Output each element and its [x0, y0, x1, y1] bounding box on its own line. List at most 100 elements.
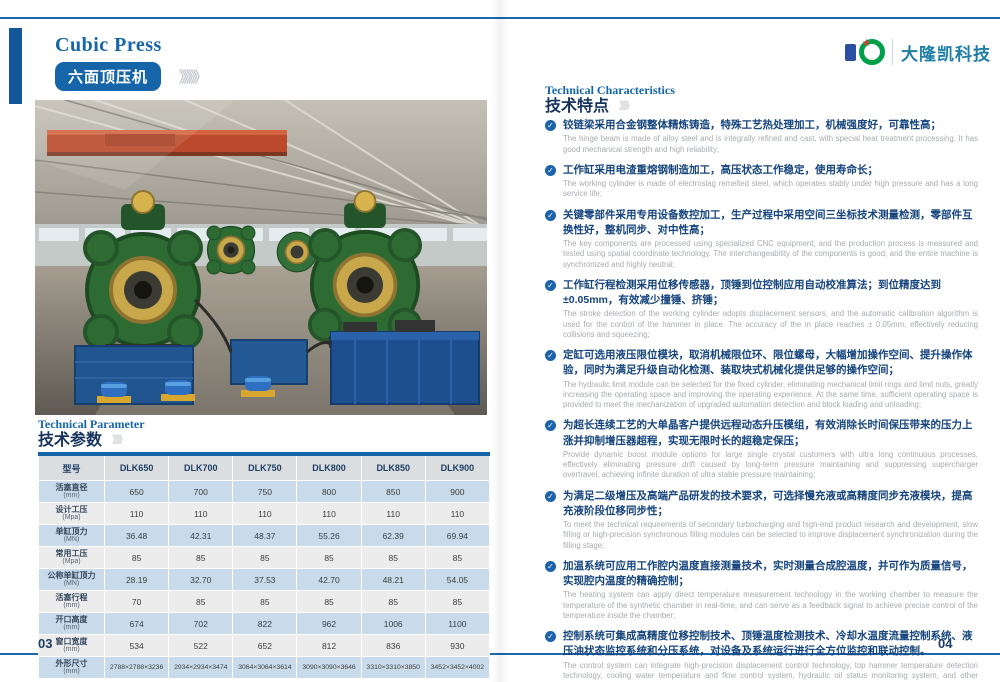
- cell-value: 85: [103, 546, 170, 569]
- logo-blue-square-icon: [845, 43, 856, 61]
- cell-value: 85: [296, 546, 362, 569]
- page-title: Cubic Press: [55, 34, 162, 56]
- cell-value: 85: [360, 546, 426, 569]
- cell-value: 110: [168, 502, 234, 525]
- col-header-dlk700: DLK700: [168, 453, 234, 481]
- check-circle-icon: ✓: [545, 120, 556, 131]
- feature-item: ✓ 铰链梁采用合金钢整体精炼铸造，特殊工艺热处理加工，机械强度好，可靠性高； The…: [545, 118, 978, 155]
- row-label: 外形尺寸 (mm): [38, 656, 105, 679]
- row-unit: (MN): [63, 536, 80, 544]
- section-title-zh: 技术特点: [545, 97, 610, 115]
- cell-value: 85: [360, 590, 426, 613]
- technical-characteristics-section-heading: Technical Characteristics 技术特点 》》》: [545, 83, 675, 116]
- feature-text-zh: 工作缸采用电渣重熔钢制造加工，高压状态工作稳定，使用寿命长；: [563, 163, 878, 176]
- feature-text-en: To meet the technical requirements of se…: [563, 520, 978, 550]
- row-label: 活塞行程 (mm): [38, 590, 105, 613]
- feature-text-zh: 为满足二级增压及高端产品研发的技术要求，可选择慢充液或高精度同步充液模块，提高充…: [563, 489, 973, 517]
- table-row: 活塞直径 (mm) 650 700 750 800 850 900: [38, 480, 491, 503]
- cell-value: 42.31: [168, 524, 234, 547]
- feature-text-en: The heating system can apply direct temp…: [563, 590, 978, 620]
- top-rule: [0, 17, 1000, 19]
- cell-value: 110: [360, 502, 426, 525]
- cell-value: 48.21: [360, 568, 426, 591]
- cell-value: 110: [296, 502, 362, 525]
- table-row: 活塞行程 (mm) 70 85 85 85 85 85: [38, 590, 491, 613]
- cell-value: 3090×3090×3646: [296, 656, 362, 679]
- logo-divider: [892, 39, 893, 65]
- cell-value: 3310×3310×3850: [360, 656, 426, 679]
- cell-value: 55.26: [296, 524, 362, 547]
- page-gutter: [492, 0, 508, 682]
- cell-value: 1100: [424, 612, 491, 635]
- feature-text-en: The hinge beam is made of alloy steel an…: [563, 134, 978, 154]
- cell-value: 85: [168, 590, 234, 613]
- feature-text-zh: 为超长连续工艺的大单晶客户提供远程动态升压模组，有效消除长时间保压带来的压力上涨…: [563, 419, 973, 447]
- check-circle-icon: ✓: [545, 164, 556, 176]
- row-unit: (mm): [63, 668, 80, 676]
- cell-value: 42.70: [296, 568, 362, 591]
- cell-value: 85: [296, 590, 362, 613]
- table-row: 常用工压 (Mpa) 85 85 85 85 85 85: [38, 546, 491, 569]
- row-label: 常用工压 (Mpa): [38, 546, 105, 569]
- cell-value: 85: [424, 546, 491, 569]
- cell-value: 650: [103, 480, 170, 503]
- col-header-dlk800: DLK800: [296, 453, 362, 481]
- row-label: 单缸顶力 (MN): [38, 524, 105, 547]
- feature-text-en: The control system can integrate high-pr…: [563, 660, 978, 682]
- cell-value: 69.94: [424, 524, 491, 547]
- cell-value: 3064×3064×3614: [232, 656, 298, 679]
- section-title-en: Technical Parameter: [38, 417, 145, 431]
- cell-value: 110: [103, 502, 170, 525]
- check-circle-icon: ✓: [545, 560, 556, 572]
- table-row: 外形尺寸 (mm) 2788×2788×3236 2934×2934×3474 3064…: [38, 656, 491, 679]
- check-circle-icon: ✓: [545, 420, 556, 432]
- check-circle-icon: ✓: [545, 490, 556, 502]
- feature-item: ✓ 为满足二级增压及高端产品研发的技术要求，可选择慢充液或高精度同步充液模块，提高…: [545, 489, 978, 551]
- page-number-left: 03: [38, 636, 53, 651]
- cell-value: 522: [168, 634, 234, 657]
- feature-text-en: The stroke detection of the working cyli…: [563, 309, 978, 339]
- col-header-dlk900: DLK900: [424, 453, 491, 481]
- left-edge-tab: [9, 28, 22, 104]
- table-row: 开口高度 (mm) 674 702 822 962 1006 1100: [38, 612, 491, 635]
- title-chip-row: 六面顶压机 》》》》: [55, 62, 207, 91]
- feature-item: ✓ 关键零部件采用专用设备数控加工，生产过程中采用空间三坐标技术测量检测，零部件互…: [545, 208, 978, 270]
- cell-value: 534: [103, 634, 170, 657]
- cell-value: 850: [360, 480, 426, 503]
- row-label: 公称单缸顶力 (MN): [38, 568, 105, 591]
- page-header: Cubic Press 六面顶压机 》》》》: [55, 34, 207, 91]
- feature-text-zh: 关键零部件采用专用设备数控加工，生产过程中采用空间三坐标技术测量检测，零部件互换…: [563, 208, 973, 236]
- cell-value: 85: [424, 590, 491, 613]
- spec-table-wrapper: 型号 DLK650 DLK700 DLK750 DLK800 DLK850 DLK900 活…: [38, 452, 491, 679]
- cell-value: 70: [103, 590, 170, 613]
- cell-value: 800: [296, 480, 362, 503]
- cell-value: 62.39: [360, 524, 426, 547]
- cell-value: 85: [232, 590, 298, 613]
- cell-value: 54.05: [424, 568, 491, 591]
- cell-value: 2934×2934×3474: [168, 656, 234, 679]
- col-header-dlk850: DLK850: [360, 453, 426, 481]
- cell-value: 1006: [360, 612, 426, 635]
- factory-photo: [35, 100, 487, 415]
- factory-photo-illustration: [35, 100, 487, 415]
- col-header-model: 型号: [38, 453, 105, 481]
- feature-text-en: The key components are processed using s…: [563, 239, 978, 269]
- section-title-en: Technical Characteristics: [545, 83, 675, 97]
- table-row: 设计工压 (Mpa) 110 110 110 110 110 110: [38, 502, 491, 525]
- feature-item: ✓ 工作缸行程检测采用位移传感器，顶锤到位控制应用自动校准算法；到位精度达到±0.…: [545, 278, 978, 340]
- cell-value: 32.70: [168, 568, 234, 591]
- cell-value: 85: [168, 546, 234, 569]
- cell-value: 85: [232, 546, 298, 569]
- row-label: 活塞直径 (mm): [38, 480, 105, 503]
- row-unit: (mm): [63, 492, 80, 500]
- feature-text-zh: 控制系统可集成高精度位移控制技术、顶锤温度检测技术、冷却水温度流量控制系统、液压…: [563, 630, 973, 658]
- logo-star-icon: ★: [862, 38, 871, 49]
- cell-value: 962: [296, 612, 362, 635]
- feature-text-zh: 定缸可选用液压限位模块，取消机械限位环、限位螺母，大幅增加操作空间、提升操作体验…: [563, 349, 973, 377]
- row-label: 设计工压 (Mpa): [38, 502, 105, 525]
- cell-value: 702: [168, 612, 234, 635]
- cell-value: 930: [424, 634, 491, 657]
- col-header-dlk750: DLK750: [232, 453, 298, 481]
- feature-item: ✓ 加温系统可应用工作腔内温度直接测量技术，实时测量合成腔温度，并可作为质量信号，…: [545, 559, 978, 621]
